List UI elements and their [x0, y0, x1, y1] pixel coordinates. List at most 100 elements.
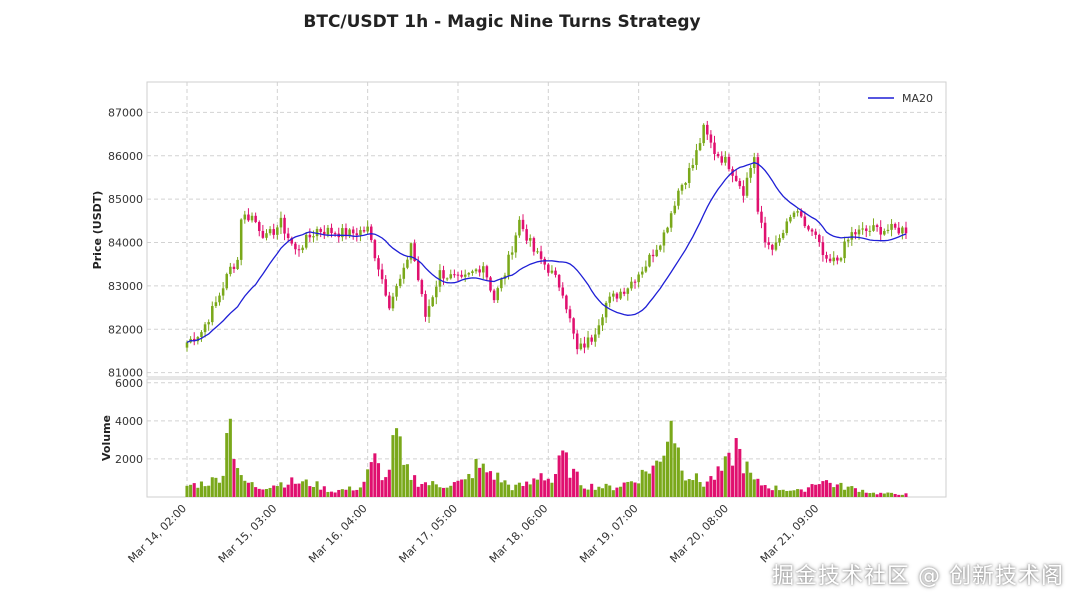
volume-bar — [637, 483, 641, 497]
volume-bar — [550, 482, 554, 497]
candle-body — [218, 295, 221, 303]
volume-bar — [611, 490, 615, 497]
candle-body — [362, 230, 366, 232]
volume-bar — [456, 480, 460, 497]
volume-bar — [225, 433, 229, 497]
volume-bar — [485, 472, 489, 497]
volume-bar — [261, 489, 265, 497]
candle-body — [474, 269, 478, 272]
candle-body — [691, 164, 695, 169]
candle-body — [406, 259, 409, 268]
volume-bar — [286, 484, 290, 497]
price-tick-label: 84000 — [108, 237, 143, 250]
candle-body — [409, 243, 413, 260]
volume-bar — [402, 464, 406, 497]
volume-bar — [882, 493, 886, 497]
candle-body — [449, 274, 453, 279]
legend-ma20-label: MA20 — [902, 92, 933, 105]
candle-body — [904, 227, 908, 234]
volume-bar — [189, 484, 193, 497]
candle-body — [391, 296, 395, 309]
volume-bar — [535, 479, 540, 497]
candle-body — [807, 226, 810, 230]
candle-body — [185, 342, 189, 348]
candle-body — [857, 229, 861, 235]
x-tick-label: Mar 19, 07:00 — [577, 502, 641, 566]
candle-body — [510, 252, 514, 255]
volume-bar — [593, 489, 597, 497]
candle-body — [543, 258, 546, 265]
volume-bar — [192, 483, 196, 497]
candle-body — [323, 231, 326, 235]
candle-body — [597, 325, 601, 335]
volume-bar — [539, 473, 543, 497]
candle-body — [604, 302, 608, 318]
volume-bar — [358, 487, 362, 497]
candle-body — [879, 226, 882, 235]
candle-body — [254, 215, 257, 223]
candle-body — [778, 238, 781, 243]
candle-body — [706, 124, 709, 135]
candle-body — [276, 227, 279, 235]
candle-body — [261, 230, 265, 238]
volume-bar — [864, 492, 868, 497]
volume-bar — [546, 478, 550, 497]
candle-body — [601, 317, 604, 326]
candle-body — [528, 238, 532, 241]
volume-bar — [311, 486, 315, 497]
candle-body — [518, 219, 521, 236]
candle-body — [359, 230, 362, 236]
candle-body — [225, 274, 229, 289]
candle-body — [886, 229, 890, 231]
candle-body — [565, 295, 568, 310]
volume-bar — [893, 493, 897, 497]
candle-body — [875, 225, 879, 227]
candle-body — [695, 150, 698, 165]
candle-body — [785, 221, 789, 233]
volume-bar — [658, 461, 662, 497]
volume-bar — [246, 482, 250, 497]
volume-bar — [337, 489, 341, 497]
candle-body — [814, 231, 817, 235]
candle-body — [861, 228, 864, 230]
volume-bar — [579, 485, 583, 497]
chart-title: BTC/USDT 1h - Magic Nine Turns Strategy — [303, 12, 701, 32]
price-tick-label: 82000 — [108, 323, 143, 336]
candle-body — [366, 226, 369, 232]
candle-body — [333, 233, 337, 235]
candle-body — [471, 271, 474, 273]
volume-bar — [221, 475, 225, 497]
candle-body — [702, 124, 705, 144]
volume-bar — [553, 474, 558, 497]
volume-bar — [264, 488, 269, 497]
volume-bar — [890, 492, 894, 497]
volume-bar — [622, 482, 626, 497]
candle-body — [622, 291, 626, 294]
volume-bar — [900, 494, 904, 497]
volume-bar — [384, 477, 388, 497]
candle-body — [207, 322, 210, 325]
candle-body — [713, 142, 716, 155]
volume-bar — [774, 485, 778, 497]
candle-body — [532, 238, 536, 252]
candle-body — [304, 234, 308, 248]
volume-bar — [814, 484, 818, 497]
volume-bar — [662, 455, 666, 497]
volume-bar — [619, 486, 623, 497]
candle-body — [416, 260, 420, 281]
candle-body — [380, 269, 384, 280]
volume-bar — [655, 460, 659, 497]
volume-bar — [431, 481, 435, 497]
volume-bar — [199, 481, 203, 497]
candle-body — [684, 182, 687, 185]
candle-body — [413, 243, 416, 261]
volume-bar — [698, 482, 702, 497]
volume-bar — [362, 481, 366, 497]
volume-bar — [673, 443, 677, 497]
candle-body — [482, 266, 485, 273]
volume-bar — [293, 483, 297, 497]
candle-body — [846, 239, 850, 242]
candle-body — [229, 266, 232, 275]
candle-body — [734, 175, 738, 181]
volume-bar — [272, 485, 276, 497]
